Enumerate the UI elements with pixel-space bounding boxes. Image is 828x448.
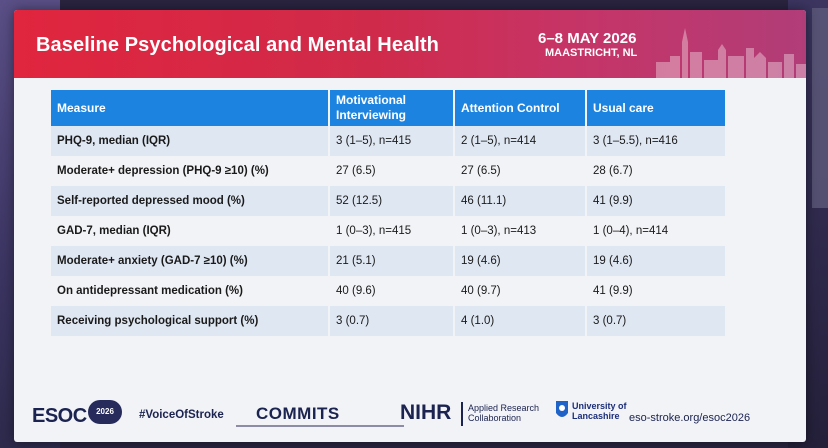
cell-motivational-interviewing: 52 (12.5) [329,186,455,216]
row-measure: Moderate+ anxiety (GAD-7 ≥10) (%) [51,246,330,276]
university-crest-icon [556,401,568,417]
row-measure: Moderate+ depression (PHQ-9 ≥10) (%) [51,156,330,186]
header-attention-control: Attention Control [454,90,587,126]
row-measure: GAD-7, median (IQR) [51,216,330,246]
cell-attention-control: 46 (11.1) [454,186,587,216]
university-line-1: University of [572,401,627,411]
slide-title: Baseline Psychological and Mental Health [36,34,440,56]
cell-usual-care: 19 (4.6) [586,246,727,276]
cell-usual-care: 41 (9.9) [586,276,727,306]
cell-motivational-interviewing: 40 (9.6) [329,276,455,306]
header-measure: Measure [51,90,330,126]
slide-header: Baseline Psychological and Mental Health… [14,10,806,78]
cell-motivational-interviewing: 3 (1–5), n=415 [329,126,455,156]
table-row: Self-reported depressed mood (%) 52 (12.… [51,186,727,216]
cell-attention-control: 19 (4.6) [454,246,587,276]
header-usual-care: Usual care [586,90,727,126]
row-measure: Receiving psychological support (%) [51,306,330,336]
city-skyline-icon [656,28,806,78]
table-row: PHQ-9, median (IQR) 3 (1–5), n=415 2 (1–… [51,126,727,156]
commits-tagline [236,425,404,427]
baseline-table: Measure Motivational Interviewing Attent… [51,90,727,336]
arc-line-1: Applied Research [468,403,540,413]
nihr-logo: NIHR [400,401,452,424]
website-link: eso-stroke.org/esoc2026 [629,412,751,424]
cell-motivational-interviewing: 3 (0.7) [329,306,455,336]
cell-usual-care: 3 (1–5.5), n=416 [586,126,727,156]
header-motivational-interviewing: Motivational Interviewing [329,90,455,126]
table-row: Moderate+ depression (PHQ-9 ≥10) (%) 27 … [51,156,727,186]
table-row: Receiving psychological support (%) 3 (0… [51,306,727,336]
arc-label: Applied Research Collaboration [468,403,539,423]
event-place: MAASTRICHT, NL [545,47,638,59]
cell-usual-care: 3 (0.7) [586,306,727,336]
esoc-year-badge: 2026 [88,400,122,424]
commits-logo: COMMITS [256,404,340,423]
slide-footer: ESOC 2026 #VoiceOfStroke COMMITS NIHR Ap… [14,382,806,432]
cell-attention-control: 40 (9.7) [454,276,587,306]
cell-motivational-interviewing: 21 (5.1) [329,246,455,276]
cell-attention-control: 1 (0–3), n=413 [454,216,587,246]
cell-motivational-interviewing: 27 (6.5) [329,156,455,186]
cell-usual-care: 41 (9.9) [586,186,727,216]
table-row: Moderate+ anxiety (GAD-7 ≥10) (%) 21 (5.… [51,246,727,276]
esoc-logo: ESOC [32,405,87,427]
event-dates: 6–8 MAY 2026 [538,30,637,47]
cell-usual-care: 28 (6.7) [586,156,727,186]
hashtag: #VoiceOfStroke [139,409,224,421]
row-measure: Self-reported depressed mood (%) [51,186,330,216]
row-measure: PHQ-9, median (IQR) [51,126,330,156]
row-measure: On antidepressant medication (%) [51,276,330,306]
side-screen [812,8,828,208]
arc-line-2: Collaboration [468,413,522,423]
cell-usual-care: 1 (0–4), n=414 [586,216,727,246]
cell-attention-control: 4 (1.0) [454,306,587,336]
logo-divider [461,402,463,426]
presentation-slide: Baseline Psychological and Mental Health… [14,10,806,442]
university-label: University of Lancashire [572,401,627,421]
cell-motivational-interviewing: 1 (0–3), n=415 [329,216,455,246]
cell-attention-control: 27 (6.5) [454,156,587,186]
table-row: On antidepressant medication (%) 40 (9.6… [51,276,727,306]
university-line-2: Lancashire [572,411,620,421]
table-row: GAD-7, median (IQR) 1 (0–3), n=415 1 (0–… [51,216,727,246]
cell-attention-control: 2 (1–5), n=414 [454,126,587,156]
table-header-row: Measure Motivational Interviewing Attent… [51,90,727,126]
